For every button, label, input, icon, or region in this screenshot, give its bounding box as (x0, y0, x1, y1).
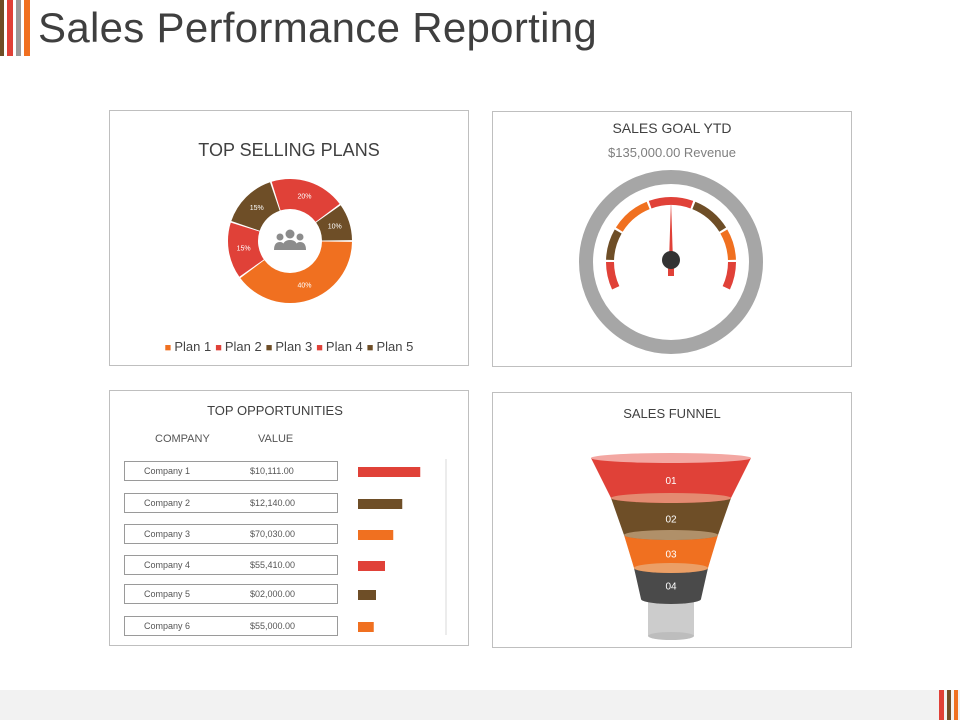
donut-slice (231, 182, 280, 231)
company-name: Company 1 (144, 466, 191, 476)
top-selling-plans-panel: TOP SELLING PLANS 40% 15% 15% 20% 10% ■ Plan … (109, 110, 469, 366)
top-opportunities-title: TOP OPPORTUNITIES (207, 403, 343, 418)
legend-label: Plan 2 (224, 339, 262, 354)
company-name: Company 4 (144, 560, 191, 570)
company-column-header: COMPANY (155, 433, 210, 445)
page-title: Sales Performance Reporting (38, 4, 598, 51)
gauge-needle (669, 200, 673, 262)
table-row: Company 5 $02,000.00 (124, 584, 338, 604)
gauge-segment (722, 262, 736, 290)
legend-label: Plan 1 (174, 339, 212, 354)
legend-marker: ■ (265, 342, 273, 354)
users-group-icon (274, 229, 306, 250)
plans-donut-chart: 40% 15% 15% 20% 10% (228, 179, 352, 303)
funnel-stage (634, 568, 708, 599)
legend-item: ■ Plan 3 (266, 339, 313, 354)
gauge-segment (692, 201, 727, 232)
sales-funnel-chart: 01 02 03 04 (591, 453, 751, 640)
legend-item: ■ Plan 5 (367, 339, 414, 354)
legend-item: ■ Plan 1 (165, 339, 212, 354)
donut-slice-label: 10% (328, 223, 342, 230)
gauge-hub (662, 251, 680, 269)
donut-slice-label: 20% (298, 193, 312, 200)
company-value: $55,000.00 (250, 621, 296, 631)
funnel-stage-top (634, 563, 708, 573)
funnel-base (648, 600, 694, 636)
funnel-stage-top (591, 453, 751, 463)
funnel-stage-rim (641, 594, 701, 604)
funnel-stage (611, 498, 731, 535)
donut-slice-label: 40% (298, 283, 312, 290)
funnel-stage-label: 04 (665, 582, 677, 593)
legend-marker: ■ (316, 342, 323, 354)
funnel-base-bottom (648, 632, 694, 640)
funnel-stage-label: 03 (665, 550, 677, 561)
gauge-segment (606, 229, 622, 261)
top-opportunities-panel: TOP OPPORTUNITIES COMPANY VALUE Company … (109, 390, 469, 646)
table-row: Company 1 $10,111.00 (124, 461, 338, 481)
gauge-outer-ring (579, 170, 763, 354)
table-row: Company 2 $12,140.00 (124, 493, 338, 513)
opportunities-bar-chart (358, 459, 447, 635)
sales-goal-panel: SALES GOAL YTD $135,000.00 Revenue (492, 111, 852, 367)
company-value: $10,111.00 (250, 466, 294, 476)
donut-slice-label: 15% (250, 205, 264, 212)
donut-slice (271, 179, 340, 222)
legend-item: ■ Plan 2 (215, 339, 262, 354)
sales-funnel-panel: SALES FUNNEL 01 02 03 04 (492, 392, 852, 648)
opportunity-bar (358, 467, 421, 477)
company-value: $55,410.00 (250, 560, 296, 570)
funnel-stage-top (611, 493, 731, 503)
legend-label: Plan 4 (325, 339, 363, 354)
gauge-segment (606, 262, 620, 290)
funnel-stage-label: 01 (665, 476, 677, 487)
table-row: Company 4 $55,410.00 (124, 555, 338, 575)
value-column-header: VALUE (258, 433, 294, 445)
opportunity-bar (358, 499, 403, 509)
sales-goal-title: SALES GOAL YTD (612, 120, 732, 136)
funnel-stage (591, 458, 751, 498)
company-value: $70,030.00 (250, 529, 296, 539)
sales-goal-revenue: $135,000.00 Revenue (608, 145, 736, 160)
company-name: Company 6 (144, 621, 191, 631)
legend-label: Plan 3 (275, 339, 313, 354)
table-row: Company 6 $55,000.00 (124, 616, 338, 636)
legend-label: Plan 5 (376, 339, 414, 354)
opportunity-bar (358, 590, 376, 600)
sales-goal-gauge (579, 170, 763, 354)
opportunity-bar (358, 561, 385, 571)
legend-marker: ■ (164, 342, 172, 354)
company-name: Company 5 (144, 589, 191, 599)
donut-slice (228, 222, 264, 277)
company-value: $02,000.00 (250, 589, 296, 599)
company-value: $12,140.00 (250, 498, 296, 508)
sales-funnel-title: SALES FUNNEL (623, 406, 721, 421)
donut-slice (316, 205, 352, 241)
footer-band (0, 690, 960, 720)
opportunity-bar (358, 622, 374, 632)
opportunity-bar (358, 530, 394, 540)
funnel-stage-top (624, 530, 718, 540)
donut-slice (240, 241, 352, 303)
funnel-stage (624, 535, 718, 568)
legend-marker: ■ (215, 342, 222, 354)
legend-item: ■ Plan 4 (316, 339, 363, 354)
funnel-stage-label: 02 (665, 515, 677, 526)
company-name: Company 2 (144, 498, 191, 508)
gauge-segment (720, 229, 736, 261)
plans-legend: ■ Plan 1 ■ Plan 2 ■ Plan 3 ■ Plan 4 ■ Plan 5 (110, 339, 468, 354)
table-row: Company 3 $70,030.00 (124, 524, 338, 544)
gauge-segment (615, 201, 650, 232)
top-selling-plans-title: TOP SELLING PLANS (198, 140, 380, 160)
donut-slice-label: 15% (237, 245, 251, 252)
company-name: Company 3 (144, 529, 191, 539)
legend-marker: ■ (366, 342, 374, 354)
